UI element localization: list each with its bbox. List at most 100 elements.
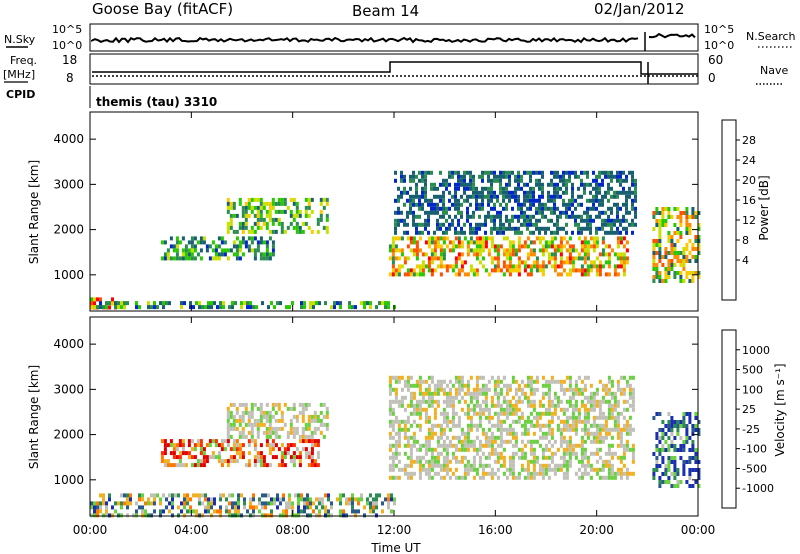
echo-cell <box>418 236 422 241</box>
echo-cell <box>532 391 536 396</box>
echo-cell <box>619 222 622 227</box>
echo-cell <box>394 268 398 273</box>
echo-cell <box>226 256 230 261</box>
echo-cell <box>553 236 557 241</box>
echo-cell <box>460 383 464 388</box>
echo-cell <box>397 268 401 273</box>
echo-cell <box>273 305 276 310</box>
echo-cell <box>538 411 542 416</box>
echo-cell <box>541 206 544 211</box>
echo-cell <box>451 435 455 440</box>
echo-cell <box>430 431 434 436</box>
echo-cell <box>688 239 692 243</box>
echo-cell <box>496 252 500 257</box>
echo-cell <box>442 467 446 472</box>
echo-cell <box>268 422 272 427</box>
echo-cell <box>228 305 231 310</box>
echo-cell <box>622 252 626 257</box>
echo-cell <box>622 268 626 273</box>
echo-cell <box>487 198 490 203</box>
echo-cell <box>418 202 421 207</box>
echo-cell <box>580 419 584 424</box>
echo-cell <box>475 252 479 257</box>
echo-cell <box>171 501 174 506</box>
echo-cell <box>655 460 659 464</box>
echo-cell <box>538 443 542 448</box>
echo-cell <box>247 213 251 218</box>
echo-cell <box>529 387 533 392</box>
echo-cell <box>508 174 511 179</box>
freq-panel <box>89 53 699 85</box>
echo-cell <box>535 210 538 215</box>
echo-cell <box>499 407 503 412</box>
echo-cell <box>430 236 434 241</box>
echo-cell <box>241 418 245 423</box>
echo-cell <box>424 467 428 472</box>
echo-cell <box>394 272 398 277</box>
echo-cell <box>691 247 695 251</box>
echo-cell <box>280 410 284 415</box>
echo-cell <box>424 178 427 183</box>
echo-cell <box>457 419 461 424</box>
echo-cell <box>652 263 656 267</box>
echo-cell <box>265 252 269 257</box>
echo-cell <box>442 198 445 203</box>
echo-cell <box>556 264 560 269</box>
echo-cell <box>511 194 514 199</box>
echo-cell <box>286 205 290 210</box>
echo-cell <box>442 182 445 187</box>
echo-cell <box>616 230 619 235</box>
echo-cell <box>219 493 222 498</box>
echo-cell <box>520 379 524 384</box>
echo-cell <box>517 272 521 277</box>
echo-cell <box>153 305 156 310</box>
echo-cell <box>457 174 460 179</box>
echo-cell <box>499 210 502 215</box>
echo-cell <box>664 279 668 283</box>
echo-cell <box>553 379 557 384</box>
echo-cell <box>220 439 224 444</box>
echo-cell <box>529 399 533 404</box>
echo-cell <box>697 227 701 231</box>
echo-cell <box>219 305 222 310</box>
echo-cell <box>286 447 290 452</box>
echo-cell <box>535 260 539 265</box>
echo-cell <box>604 190 607 195</box>
echo-cell <box>228 509 231 514</box>
echo-cell <box>390 497 393 502</box>
echo-cell <box>463 391 467 396</box>
echo-cell <box>372 501 375 506</box>
echo-cell <box>286 451 290 456</box>
echo-cell <box>538 170 541 175</box>
echo-cell <box>415 240 419 245</box>
echo-cell <box>538 218 541 223</box>
echo-cell <box>232 201 236 206</box>
echo-cell <box>670 416 674 420</box>
echo-cell <box>400 427 404 432</box>
echo-cell <box>679 456 683 460</box>
echo-cell <box>616 387 620 392</box>
echo-cell <box>412 383 416 388</box>
echo-cell <box>232 240 236 245</box>
echo-cell <box>634 222 637 227</box>
echo-cell <box>265 426 269 431</box>
echo-cell <box>295 225 299 230</box>
echo-cell <box>252 513 255 518</box>
echo-cell <box>163 451 167 456</box>
echo-cell <box>256 430 260 435</box>
echo-cell <box>409 471 413 476</box>
echo-cell <box>294 513 297 518</box>
echo-cell <box>541 467 545 472</box>
echo-cell <box>520 260 524 265</box>
echo-cell <box>655 263 659 267</box>
echo-cell <box>325 197 329 202</box>
echo-cell <box>526 431 530 436</box>
echo-cell <box>466 471 470 476</box>
echo-cell <box>523 182 526 187</box>
echo-cell <box>304 197 308 202</box>
echo-cell <box>247 430 251 435</box>
echo-cell <box>412 198 415 203</box>
echo-cell <box>445 471 449 476</box>
echo-cell <box>481 198 484 203</box>
echo-cell <box>688 476 692 480</box>
